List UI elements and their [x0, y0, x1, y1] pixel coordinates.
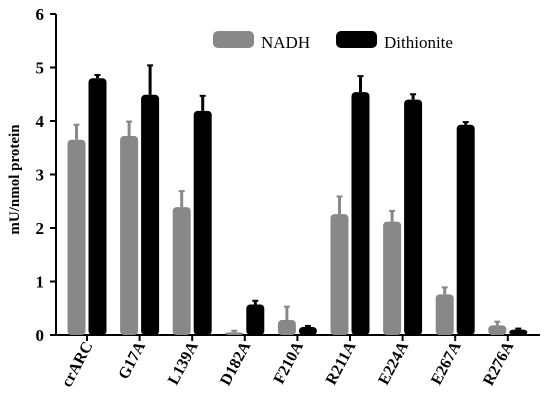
x-tick-label: F210A: [271, 339, 307, 387]
x-tick-label: G17A: [115, 339, 149, 383]
bar-dithionite-g17a: [141, 94, 160, 335]
bar-dithionite-l139a: [193, 110, 212, 336]
x-tick-label: crARC: [59, 339, 97, 390]
y-tick-label: 2: [36, 219, 45, 238]
bar-nadh-f210a: [277, 320, 296, 335]
legend-swatch-dithionite: [336, 31, 377, 48]
y-tick-label: 6: [36, 5, 45, 24]
y-axis-title: mU/nmol protein: [7, 124, 23, 235]
bar-nadh-r276a: [488, 325, 507, 335]
x-tick-label: R211A: [323, 339, 360, 388]
x-tick-label: L139A: [165, 339, 202, 388]
y-tick-label: 3: [36, 166, 45, 185]
bar-nadh-crarc: [67, 139, 86, 335]
y-tick-label: 1: [36, 273, 45, 292]
bar-nadh-e224a: [383, 221, 402, 335]
bar-nadh-l139a: [172, 207, 191, 335]
y-tick-label: 0: [36, 326, 45, 345]
legend-label-dithionite: Dithionite: [384, 33, 453, 52]
legend-label-nadh: NADH: [261, 33, 310, 52]
legend-swatch-nadh: [213, 31, 254, 48]
x-tick-label: R276A: [480, 339, 517, 389]
y-tick-label: 5: [36, 59, 45, 78]
bar-nadh-d182a: [225, 332, 244, 335]
bar-dithionite-e224a: [404, 99, 423, 335]
bar-dithionite-f210a: [298, 326, 317, 335]
x-tick-label: E267A: [428, 339, 465, 388]
bar-dithionite-d182a: [246, 304, 265, 335]
x-tick-label: E224A: [375, 339, 412, 388]
x-tick-label: D182A: [217, 339, 254, 389]
y-tick-label: 4: [36, 112, 45, 131]
bar-dithionite-r211a: [351, 92, 370, 335]
bar-dithionite-crarc: [88, 78, 107, 335]
bar-nadh-e267a: [435, 294, 454, 335]
bar-dithionite-e267a: [456, 124, 475, 336]
bar-dithionite-r276a: [509, 329, 528, 335]
bar-nadh-r211a: [330, 214, 349, 335]
bar-nadh-g17a: [120, 135, 139, 335]
